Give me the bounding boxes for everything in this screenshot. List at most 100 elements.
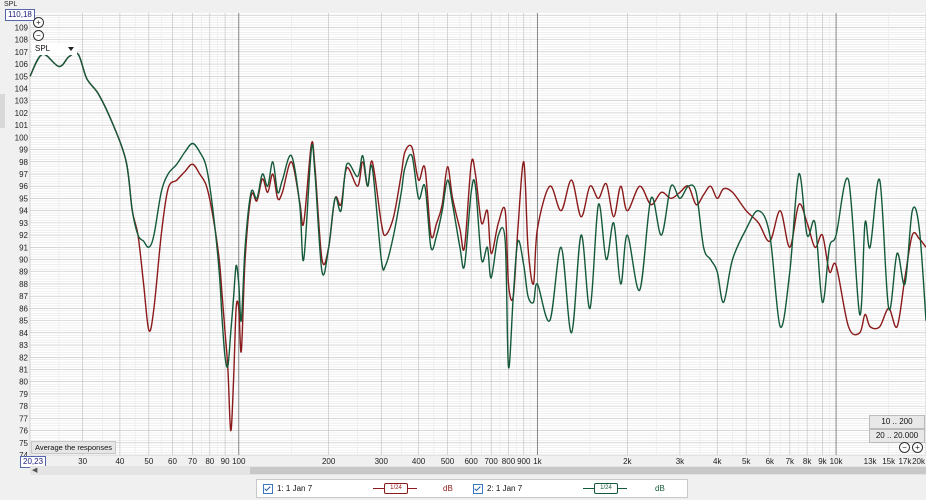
frequency-response-chart[interactable]: 74 75 76 77 78 79 80 81 82 83 84 85 86 87 88 89 90 91 92 93…	[0, 0, 926, 466]
horizontal-scrollbar[interactable]: ◀	[30, 466, 926, 475]
y-max-value-field[interactable]: 110,18	[5, 9, 35, 21]
x-tick-label: 40	[115, 457, 124, 466]
y-tick-label: 101	[15, 121, 29, 130]
x-tick-label: 1k	[533, 457, 542, 466]
x-tick-label: 800	[502, 457, 516, 466]
plot-area	[30, 13, 926, 455]
y-tick-label: 75	[19, 439, 28, 448]
smoothing-value-1[interactable]: 1/24	[384, 483, 408, 494]
vertical-zoom-in-icon[interactable]: +	[33, 17, 44, 28]
graph-type-select[interactable]: SPL	[32, 43, 77, 55]
checkbox-icon[interactable]	[263, 484, 273, 494]
y-axis-unit-label: SPL	[4, 1, 18, 8]
scroll-thumb[interactable]	[250, 467, 926, 474]
grid	[29, 13, 926, 456]
x-tick-label: 60	[168, 457, 177, 466]
y-tick-label: 104	[15, 84, 29, 93]
x-tick-label: 8k	[803, 457, 812, 466]
range-10-200-button[interactable]: 10 .. 200	[869, 415, 925, 429]
series-line-1	[29, 52, 926, 432]
y-tick-label: 102	[15, 109, 29, 118]
legend-item-1-line: 1/24	[373, 480, 417, 497]
y-tick-label: 98	[19, 158, 28, 167]
y-tick-label: 83	[19, 341, 28, 350]
y-tick-label: 90	[19, 256, 28, 265]
y-tick-label: 96	[19, 182, 28, 191]
y-tick-label: 99	[19, 146, 28, 155]
x-tick-label: 10k	[830, 457, 844, 466]
x-tick-label: 7k	[786, 457, 795, 466]
graph-type-select-value: SPL	[35, 44, 51, 53]
x-tick-label: 900	[517, 457, 531, 466]
x-tick-label: 700	[484, 457, 498, 466]
legend-item-2-unit: dB	[655, 484, 665, 493]
legend-item-2-label: 2: 1 Jan 7	[487, 484, 523, 493]
y-tick-label: 95	[19, 194, 28, 203]
x-tick-label: 400	[412, 457, 426, 466]
x-tick-label: 6k	[766, 457, 775, 466]
y-tick-label: 92	[19, 231, 28, 240]
legend-bar: 1: 1 Jan 7 1/24 dB 2: 1 Jan 7 1/24 dB	[256, 479, 688, 498]
x-tick-label: 5k	[742, 457, 751, 466]
x-tick-label: 13k	[864, 457, 878, 466]
y-tick-label: 85	[19, 317, 28, 326]
y-tick-label: 76	[19, 427, 28, 436]
legend-item-1-unit: dB	[443, 484, 453, 493]
average-responses-button[interactable]: Average the responses	[31, 441, 116, 454]
y-tick-label: 89	[19, 268, 28, 277]
y-tick-label: 74	[19, 451, 28, 460]
y-tick-label: 81	[19, 365, 28, 374]
y-tick-label: 84	[19, 329, 28, 338]
y-tick-label: 100	[15, 133, 29, 142]
y-tick-label: 106	[15, 60, 29, 69]
y-tick-label: 97	[19, 170, 28, 179]
x-tick-label: 600	[464, 457, 478, 466]
x-tick-label: 70	[188, 457, 197, 466]
x-tick-label: 500	[441, 457, 455, 466]
x-tick-label: 300	[375, 457, 389, 466]
y-tick-label: 108	[15, 36, 29, 45]
range-20-20000-button[interactable]: 20 .. 20.000	[869, 429, 925, 443]
x-tick-label: 200	[322, 457, 336, 466]
y-tick-label: 77	[19, 414, 28, 423]
y-tick-label: 91	[19, 243, 28, 252]
y-tick-label: 93	[19, 219, 28, 228]
legend-item-2-line: 1/24	[583, 480, 627, 497]
y-tick-label: 109	[15, 23, 29, 32]
legend-item-1-label: 1: 1 Jan 7	[277, 484, 313, 493]
x-tick-label: 3k	[676, 457, 685, 466]
y-tick-label: 94	[19, 207, 28, 216]
x-tick-label: 9k	[818, 457, 827, 466]
x-tick-label: 15k	[882, 457, 896, 466]
horizontal-zoom-in-icon[interactable]: +	[912, 442, 923, 453]
y-tick-label: 105	[15, 72, 29, 81]
x-axis-ticks: 30 40 50 60 70 80 90 100 200 300 400 500 600 700 800 90…	[78, 457, 926, 466]
x-tick-label: 30	[78, 457, 87, 466]
x-tick-label: 17k	[898, 457, 912, 466]
x-tick-label: 20k	[912, 457, 926, 466]
side-handle	[0, 94, 5, 128]
vertical-zoom-out-icon[interactable]: −	[33, 30, 44, 41]
smoothing-value-2[interactable]: 1/24	[594, 483, 618, 494]
y-axis-ticks: 74 75 76 77 78 79 80 81 82 83 84 85 86 87 88 89 90 91 92 93…	[15, 23, 29, 460]
y-tick-label: 86	[19, 304, 28, 313]
x-tick-label: 50	[144, 457, 153, 466]
x-tick-label: 80	[205, 457, 214, 466]
x-tick-label: 4k	[713, 457, 722, 466]
x-tick-label: 90	[221, 457, 230, 466]
series-lines	[29, 52, 926, 432]
checkbox-icon[interactable]	[473, 484, 483, 494]
horizontal-zoom-out-icon[interactable]: −	[899, 442, 910, 453]
x-tick-label: 2k	[623, 457, 632, 466]
x-tick-label: 100	[232, 457, 246, 466]
y-tick-label: 80	[19, 378, 28, 387]
y-tick-label: 103	[15, 97, 29, 106]
y-tick-label: 82	[19, 353, 28, 362]
y-tick-label: 87	[19, 292, 28, 301]
scroll-left-icon[interactable]: ◀	[32, 467, 38, 474]
y-tick-label: 79	[19, 390, 28, 399]
series-line-2	[29, 52, 926, 369]
y-tick-label: 107	[15, 48, 29, 57]
y-tick-label: 88	[19, 280, 28, 289]
y-tick-label: 78	[19, 402, 28, 411]
